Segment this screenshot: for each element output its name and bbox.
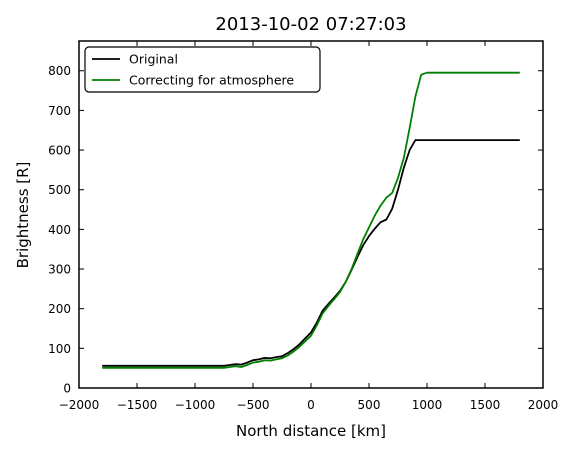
series-line-original (102, 139, 520, 367)
x-axis-ticks: −2000 −1500 −1000 −500 0 500 1000 1500 2000 (59, 41, 559, 412)
x-tick-label: 2000 (528, 398, 559, 412)
y-tick-label: 700 (48, 104, 71, 118)
legend: Original Correcting for atmosphere (84, 46, 321, 93)
y-tick-label: 500 (48, 183, 71, 197)
legend-box (84, 46, 321, 93)
legend-label-original: Original (129, 52, 178, 67)
x-tick-label: 0 (307, 398, 315, 412)
y-tick-label: 800 (48, 64, 71, 78)
y-tick-label: 100 (48, 342, 71, 356)
y-axis-title: Brightness [R] (14, 162, 32, 269)
y-tick-label: 0 (63, 382, 71, 396)
y-tick-label: 200 (48, 302, 71, 316)
x-tick-label: −2000 (59, 398, 100, 412)
x-tick-label: 1500 (470, 398, 501, 412)
x-tick-label: 500 (358, 398, 381, 412)
series-line-atmosphere-corrected (102, 71, 520, 369)
y-tick-label: 400 (48, 223, 71, 237)
chart-title: 2013-10-02 07:27:03 (215, 14, 406, 35)
x-tick-label: −1500 (117, 398, 158, 412)
x-tick-label: −1000 (175, 398, 216, 412)
x-tick-label: 1000 (412, 398, 443, 412)
series-lines (102, 71, 520, 369)
y-tick-label: 300 (48, 263, 71, 277)
legend-label-atmosphere-corrected: Correcting for atmosphere (129, 73, 294, 88)
y-tick-label: 600 (48, 144, 71, 158)
x-axis-title: North distance [km] (236, 422, 386, 440)
y-axis-ticks: 0 100 200 300 400 500 600 700 800 (48, 64, 543, 396)
x-tick-label: −500 (237, 398, 270, 412)
